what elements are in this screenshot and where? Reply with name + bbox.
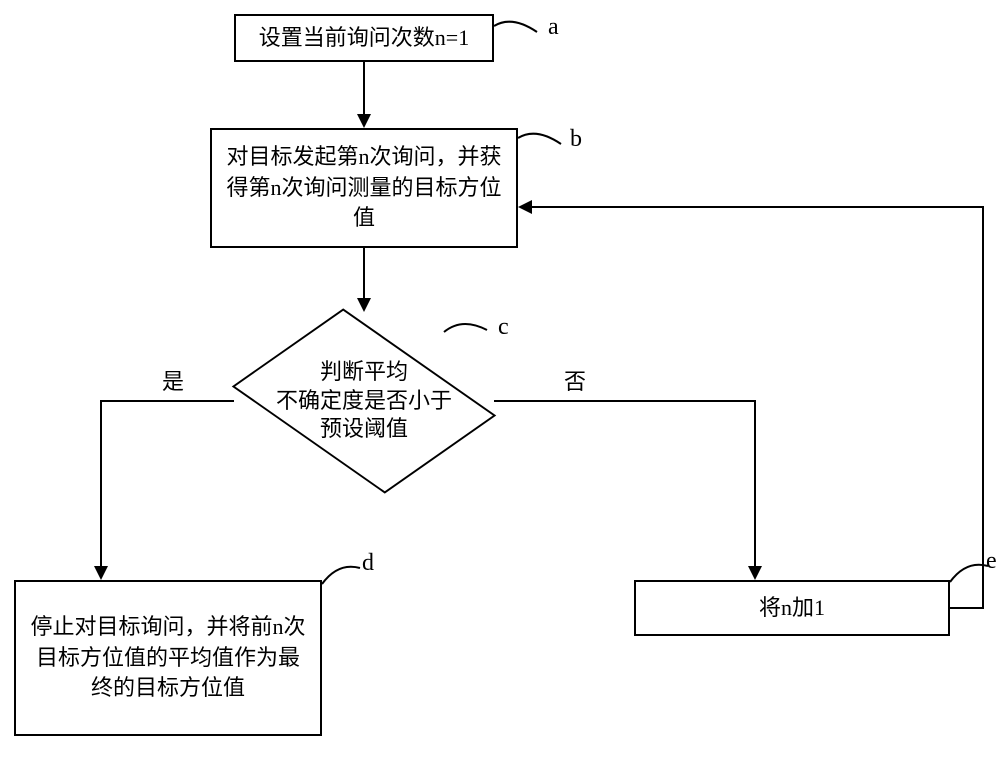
arrow-e-to-b-head [518,200,532,214]
label-c: c [498,314,509,341]
node-a: 设置当前询问次数n=1 [234,14,494,62]
node-e: 将n加1 [634,580,950,636]
label-a-pointer [492,18,552,48]
node-e-text: 将n加1 [759,593,825,624]
label-e: e [986,548,997,575]
arrow-c-to-e-head [748,566,762,580]
node-a-text: 设置当前询问次数n=1 [259,23,469,54]
label-a: a [548,14,559,41]
arrow-e-to-b-v [982,206,984,609]
arrow-c-to-d-head [94,566,108,580]
arrow-c-to-d-h [100,400,234,402]
arrow-e-to-b-h2 [530,206,984,208]
node-b-text: 对目标发起第n次询问，并获得第n次询问测量的目标方位值 [224,142,504,234]
arrow-c-to-e-h [494,400,756,402]
arrow-c-to-d-v [100,400,102,568]
edge-no-label: 否 [564,364,586,396]
node-d: 停止对目标询问，并将前n次目标方位值的平均值作为最终的目标方位值 [14,580,322,736]
arrow-e-to-b-h1 [950,607,984,609]
label-b: b [570,126,582,153]
node-c-text: 判断平均 不确定度是否小于 预设阈值 [264,358,464,444]
label-d: d [362,550,374,577]
node-c-text-inner: 判断平均 不确定度是否小于 预设阈值 [276,359,452,441]
label-b-pointer [516,130,576,160]
node-d-text: 停止对目标询问，并将前n次目标方位值的平均值作为最终的目标方位值 [28,612,308,704]
node-b: 对目标发起第n次询问，并获得第n次询问测量的目标方位值 [210,128,518,248]
arrow-b-to-c [363,248,365,300]
arrow-c-to-e-v [754,400,756,568]
arrow-a-to-b-head [357,114,371,128]
label-c-pointer [442,320,502,350]
edge-yes-label: 是 [162,364,184,396]
arrow-a-to-b [363,62,365,116]
